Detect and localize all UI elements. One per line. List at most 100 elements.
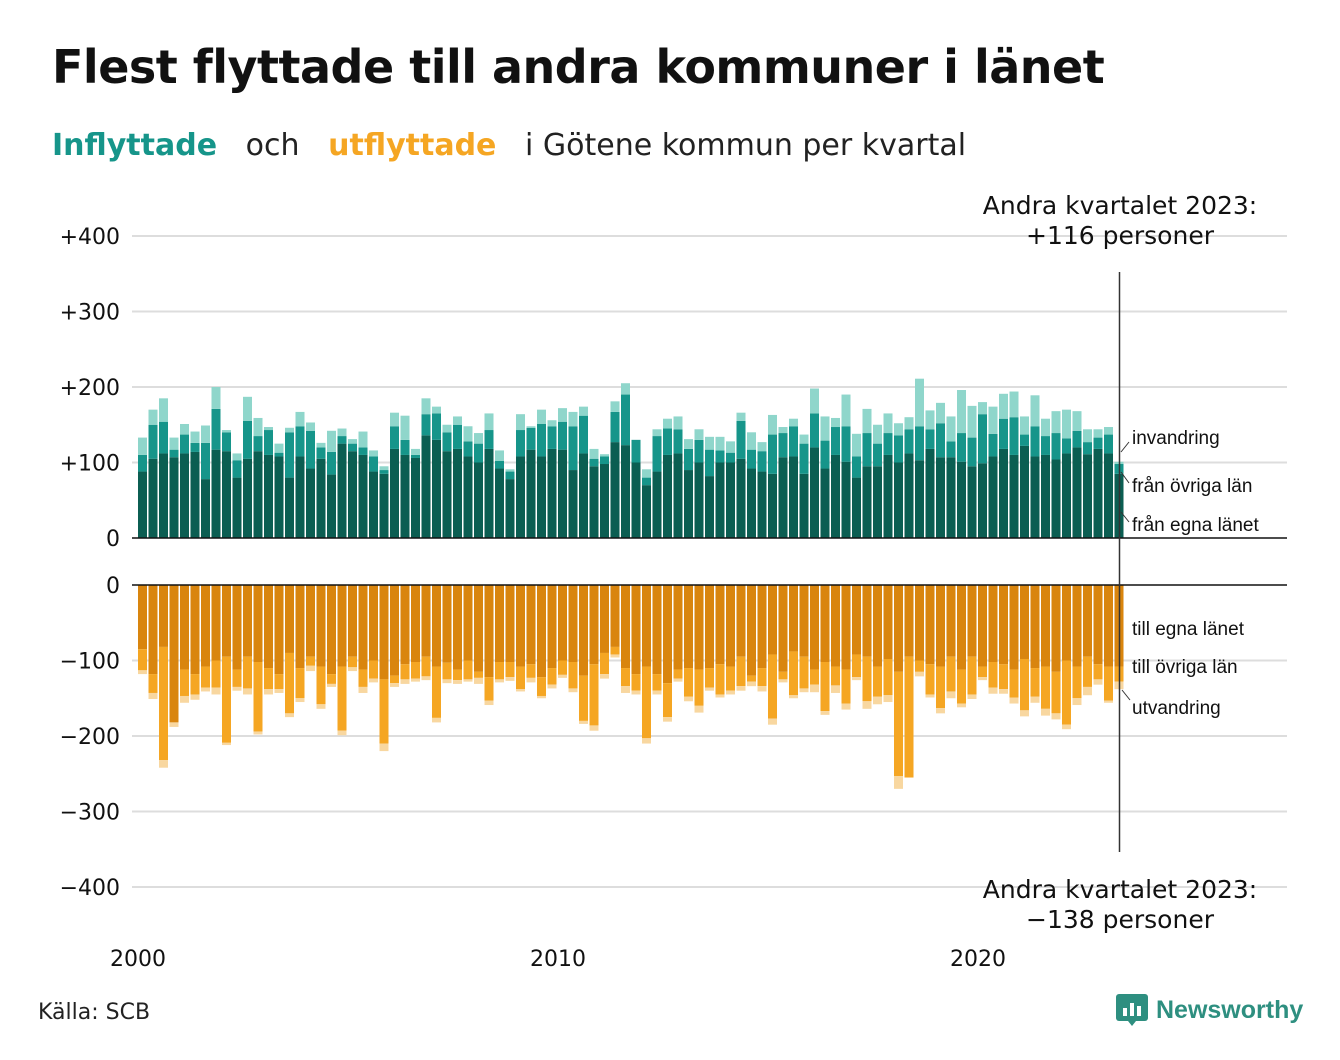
bar-out bbox=[925, 694, 935, 698]
bar-in bbox=[663, 428, 672, 455]
bar-out bbox=[999, 585, 1008, 665]
bar-in bbox=[484, 430, 494, 449]
series-label-out: till övriga län bbox=[1132, 657, 1238, 678]
bar-in bbox=[988, 406, 998, 434]
bar-out bbox=[967, 656, 977, 695]
bar-in bbox=[369, 456, 378, 472]
bar-out bbox=[894, 671, 903, 777]
bar-out bbox=[873, 666, 882, 697]
bar-in bbox=[138, 454, 147, 472]
bar-out bbox=[463, 660, 473, 680]
bar-out bbox=[1072, 666, 1082, 699]
bar-out bbox=[1072, 698, 1082, 706]
y-tick-label: 0 bbox=[106, 527, 120, 552]
bar-out bbox=[883, 658, 893, 696]
bar-in bbox=[988, 456, 998, 538]
bar-in bbox=[295, 411, 305, 427]
bar-in bbox=[526, 427, 536, 450]
bar-in bbox=[694, 462, 704, 538]
bar-in bbox=[390, 448, 399, 538]
bar-out bbox=[547, 684, 557, 689]
bar-out bbox=[999, 689, 1008, 694]
bar-out bbox=[285, 652, 294, 714]
bar-in bbox=[463, 426, 473, 442]
bar-in bbox=[820, 416, 830, 441]
bar-out bbox=[862, 701, 872, 709]
bar-in bbox=[169, 437, 179, 450]
bar-in bbox=[1093, 448, 1103, 538]
bar-out bbox=[358, 585, 368, 670]
bar-out bbox=[684, 696, 693, 702]
bar-out bbox=[148, 674, 158, 693]
bar-in bbox=[474, 462, 483, 538]
bar-out bbox=[358, 686, 368, 693]
bar-in bbox=[799, 434, 809, 444]
bar-in bbox=[757, 451, 767, 472]
bar-out bbox=[1041, 708, 1050, 716]
bar-in bbox=[610, 401, 620, 412]
bar-out bbox=[1020, 585, 1029, 659]
annotation-layer: Andra kvartalet 2023:+116 personerAndra … bbox=[983, 191, 1260, 934]
bar-out bbox=[610, 646, 620, 655]
bar-in bbox=[600, 464, 609, 538]
bar-in bbox=[799, 443, 809, 474]
bar-in bbox=[274, 456, 284, 538]
bar-out bbox=[946, 656, 956, 692]
bar-out bbox=[957, 669, 966, 704]
bar-in bbox=[516, 414, 525, 431]
bar-in bbox=[999, 393, 1008, 419]
bar-out bbox=[925, 585, 935, 665]
bar-out bbox=[936, 708, 945, 714]
bar-out bbox=[505, 662, 515, 678]
bar-in bbox=[694, 429, 704, 440]
bar-out bbox=[484, 677, 494, 701]
bar-in bbox=[474, 433, 483, 444]
bar-out bbox=[883, 585, 893, 659]
bar-out bbox=[327, 683, 336, 687]
bar-out bbox=[673, 669, 683, 679]
bar-out bbox=[684, 668, 693, 697]
bar-in bbox=[379, 473, 389, 538]
bar-out bbox=[642, 585, 651, 667]
bar-in bbox=[904, 429, 914, 454]
bar-out bbox=[421, 676, 431, 681]
bar-in bbox=[138, 437, 147, 455]
bar-out bbox=[190, 694, 200, 700]
bar-out bbox=[757, 668, 767, 687]
bar-in bbox=[841, 461, 851, 538]
bar-in bbox=[369, 450, 378, 457]
y-tick-label: −100 bbox=[60, 650, 120, 675]
bar-in bbox=[631, 462, 641, 538]
bar-in bbox=[957, 433, 966, 462]
bar-in bbox=[621, 445, 630, 538]
bar-out bbox=[705, 687, 714, 691]
bar-in bbox=[274, 443, 284, 453]
bar-out bbox=[264, 689, 273, 695]
bar-in bbox=[831, 417, 840, 428]
annotation-in-line1: Andra kvartalet 2023: bbox=[983, 191, 1257, 220]
bar-out bbox=[873, 585, 882, 667]
bar-in bbox=[1009, 454, 1019, 538]
bar-in bbox=[148, 409, 158, 425]
bar-out bbox=[421, 585, 431, 657]
bar-out bbox=[411, 678, 420, 682]
bar-in bbox=[978, 402, 987, 415]
bar-out bbox=[295, 585, 305, 669]
bar-in bbox=[348, 443, 357, 452]
bar-in bbox=[243, 458, 252, 538]
bar-out bbox=[222, 585, 231, 657]
bar-in bbox=[526, 426, 536, 428]
bar-in bbox=[705, 476, 714, 538]
bar-out bbox=[369, 660, 378, 679]
subtitle-utflyttade: utflyttade bbox=[328, 128, 497, 163]
bar-out bbox=[243, 585, 252, 657]
bar-in bbox=[757, 471, 767, 538]
axis-layer: 0 +100 +200 +300 +400 0 −100 −200 −300 −400 2000 20… bbox=[60, 225, 1287, 972]
bar-out bbox=[705, 668, 714, 688]
bar-in bbox=[957, 390, 966, 434]
bar-out bbox=[243, 688, 252, 695]
bar-out bbox=[726, 690, 735, 695]
bar-in bbox=[411, 454, 420, 458]
bar-in bbox=[621, 383, 630, 395]
bar-in bbox=[1062, 453, 1071, 538]
